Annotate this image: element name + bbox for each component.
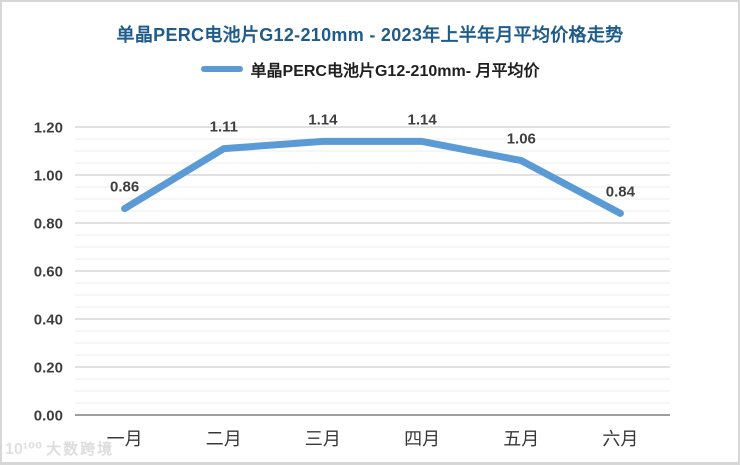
y-tick-label: 0.40 [34, 312, 63, 329]
x-tick-label: 六月 [602, 429, 638, 450]
watermark-logo-icon: 10¹⁰⁰ [5, 441, 43, 458]
data-label: 1.14 [308, 111, 338, 128]
legend-label: 单晶PERC电池片G12-210mm- 月平均价 [250, 63, 540, 80]
y-tick-label: 0.80 [34, 216, 63, 233]
x-tick-label: 五月 [503, 429, 539, 450]
y-tick-label: 0.20 [34, 360, 63, 377]
data-label: 0.84 [606, 183, 636, 200]
x-tick-label: 四月 [404, 429, 440, 450]
x-tick-label: 二月 [206, 429, 242, 450]
data-label: 1.14 [407, 111, 437, 128]
chart-title: 单晶PERC电池片G12-210mm - 2023年上半年月平均价格走势 [116, 25, 624, 45]
series-line [121, 137, 624, 217]
data-label: 1.11 [210, 119, 238, 136]
x-tick-label: 一月 [107, 429, 143, 450]
watermark-text: 大数跨境 [46, 441, 115, 458]
data-label: 1.06 [507, 131, 536, 148]
data-label: 0.86 [110, 179, 139, 196]
y-tick-label: 0.60 [34, 264, 63, 281]
watermark: 10¹⁰⁰ 大数跨境 [5, 438, 114, 459]
y-tick-label: 1.00 [34, 168, 63, 185]
legend: 单晶PERC电池片G12-210mm- 月平均价 [0, 57, 740, 81]
y-tick-label: 1.20 [34, 120, 63, 137]
y-tick-label: 0.00 [34, 408, 63, 425]
legend-line-marker-icon [200, 66, 243, 72]
x-tick-label: 三月 [305, 429, 341, 450]
